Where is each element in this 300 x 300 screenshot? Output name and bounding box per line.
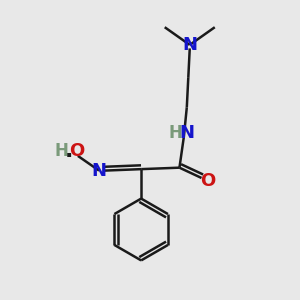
Text: O: O [200,172,216,190]
Text: .: . [65,141,73,160]
Text: H: H [169,124,183,142]
Text: N: N [92,162,106,180]
Text: N: N [179,124,194,142]
Text: O: O [69,142,84,160]
Text: N: N [182,36,197,54]
Text: H: H [55,142,69,160]
